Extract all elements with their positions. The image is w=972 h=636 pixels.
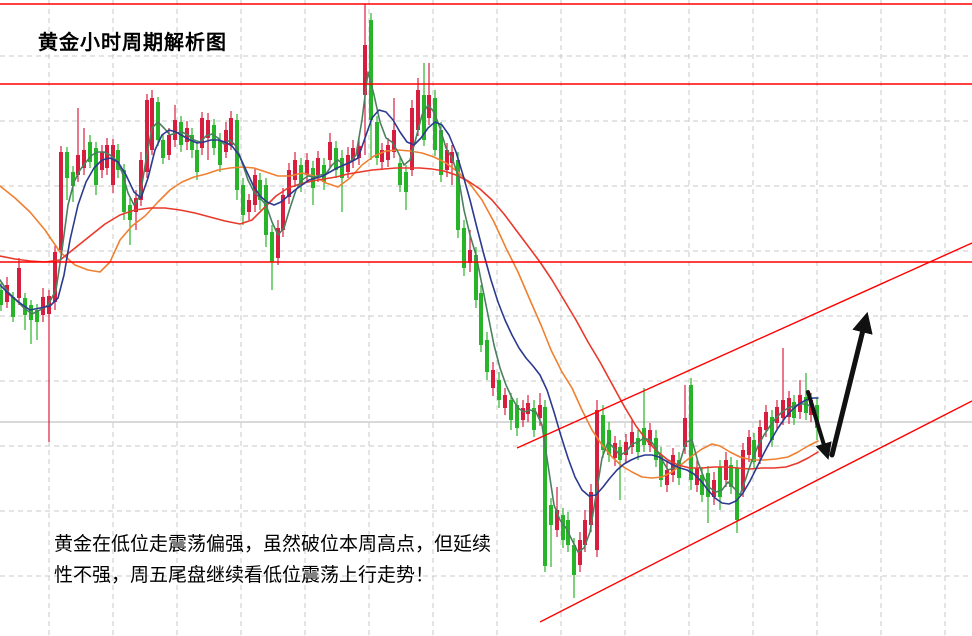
- support-resistance-lines: [0, 3, 972, 263]
- forecast-arrows: [806, 311, 873, 460]
- candles-layer: [0, 4, 819, 598]
- chart-title: 黄金小时周期解析图: [38, 32, 227, 54]
- trend-channel: [516, 242, 972, 623]
- moving-averages-layer: [0, 71, 819, 553]
- analysis-note-line2: 性不强，周五尾盘继续看低位震荡上行走势！: [54, 565, 435, 586]
- analysis-note: 黄金在低位走震荡偏强，虽然破位本周高点，但延续 性不强，周五尾盘继续看低位震荡上…: [54, 529, 491, 591]
- analysis-note-line1: 黄金在低位走震荡偏强，虽然破位本周高点，但延续: [54, 534, 492, 555]
